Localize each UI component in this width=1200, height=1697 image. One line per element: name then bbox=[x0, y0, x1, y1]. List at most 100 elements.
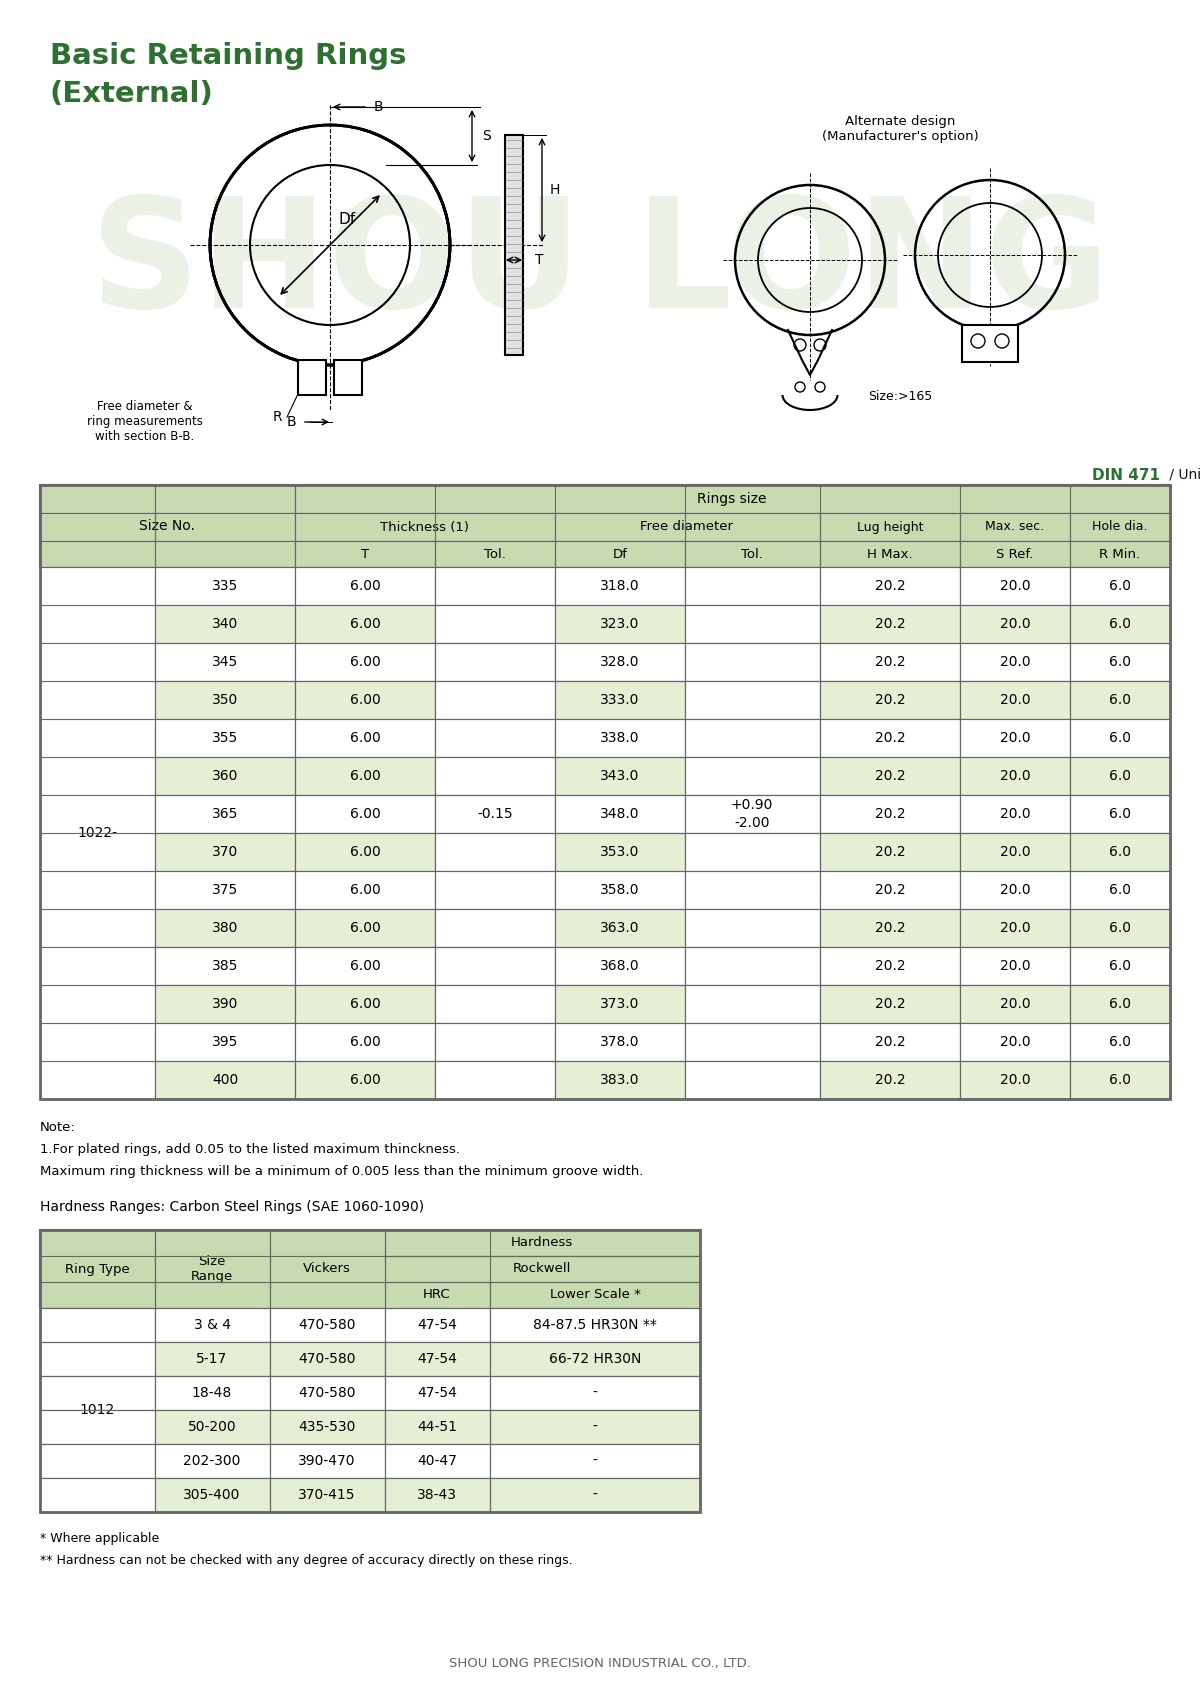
Bar bbox=[40, 485, 1170, 1100]
Bar bbox=[685, 541, 820, 567]
Bar bbox=[385, 1410, 490, 1444]
Text: 358.0: 358.0 bbox=[600, 882, 640, 898]
Bar bbox=[554, 984, 685, 1023]
Text: 470-580: 470-580 bbox=[299, 1353, 355, 1366]
Bar bbox=[385, 1444, 490, 1478]
Bar bbox=[155, 567, 295, 606]
Bar bbox=[960, 1023, 1070, 1061]
Text: 20.2: 20.2 bbox=[875, 808, 905, 821]
Text: 18-48: 18-48 bbox=[192, 1386, 232, 1400]
Bar bbox=[40, 1230, 700, 1512]
Text: 66-72 HR30N: 66-72 HR30N bbox=[548, 1353, 641, 1366]
Bar bbox=[554, 643, 685, 680]
Bar bbox=[820, 680, 960, 720]
Bar bbox=[1070, 947, 1170, 984]
Text: 20.2: 20.2 bbox=[875, 959, 905, 972]
Bar bbox=[155, 910, 295, 947]
Text: 370-415: 370-415 bbox=[299, 1488, 355, 1502]
Text: 20.0: 20.0 bbox=[1000, 998, 1031, 1011]
Bar bbox=[820, 567, 960, 606]
Bar bbox=[40, 1308, 155, 1342]
Bar bbox=[295, 794, 436, 833]
Bar bbox=[385, 1376, 490, 1410]
Bar bbox=[155, 947, 295, 984]
Bar bbox=[155, 606, 295, 643]
Text: 390-470: 390-470 bbox=[299, 1454, 355, 1468]
Bar bbox=[960, 833, 1070, 871]
Bar bbox=[554, 512, 820, 541]
Text: 6.0: 6.0 bbox=[1109, 655, 1132, 669]
Text: DIN 471: DIN 471 bbox=[1092, 468, 1160, 484]
Bar bbox=[155, 757, 295, 794]
Text: Note:: Note: bbox=[40, 1122, 76, 1134]
Bar bbox=[40, 1410, 155, 1444]
Bar bbox=[1070, 541, 1170, 567]
Text: 6.0: 6.0 bbox=[1109, 998, 1132, 1011]
Bar bbox=[40, 512, 295, 541]
Bar bbox=[960, 1061, 1070, 1100]
Bar bbox=[1070, 606, 1170, 643]
Text: 20.2: 20.2 bbox=[875, 692, 905, 708]
Bar bbox=[685, 833, 820, 871]
Bar bbox=[554, 1061, 685, 1100]
Bar bbox=[385, 1342, 490, 1376]
Bar bbox=[820, 833, 960, 871]
Bar bbox=[270, 1478, 385, 1512]
Text: 3 & 4: 3 & 4 bbox=[193, 1319, 230, 1332]
Text: Size No.: Size No. bbox=[139, 519, 194, 533]
Bar bbox=[385, 1230, 700, 1256]
Text: 6.00: 6.00 bbox=[349, 579, 380, 592]
Text: 6.0: 6.0 bbox=[1109, 692, 1132, 708]
Bar bbox=[155, 1023, 295, 1061]
Text: 368.0: 368.0 bbox=[600, 959, 640, 972]
Text: 20.2: 20.2 bbox=[875, 921, 905, 935]
Text: 50-200: 50-200 bbox=[187, 1420, 236, 1434]
Text: 1022-: 1022- bbox=[77, 826, 118, 840]
Bar bbox=[436, 643, 554, 680]
Text: 5-17: 5-17 bbox=[197, 1353, 228, 1366]
Bar bbox=[40, 1342, 155, 1376]
Text: 20.0: 20.0 bbox=[1000, 959, 1031, 972]
Bar bbox=[1070, 1023, 1170, 1061]
Text: 340: 340 bbox=[212, 618, 238, 631]
Text: H: H bbox=[550, 183, 560, 197]
Bar bbox=[295, 512, 554, 541]
Text: 202-300: 202-300 bbox=[184, 1454, 241, 1468]
Text: 6.00: 6.00 bbox=[349, 655, 380, 669]
Text: Hole dia.: Hole dia. bbox=[1092, 521, 1147, 533]
Bar bbox=[436, 1023, 554, 1061]
Text: 363.0: 363.0 bbox=[600, 921, 640, 935]
Bar bbox=[960, 720, 1070, 757]
Bar bbox=[334, 360, 362, 395]
Text: (External): (External) bbox=[50, 80, 214, 109]
Text: 20.2: 20.2 bbox=[875, 882, 905, 898]
Text: 328.0: 328.0 bbox=[600, 655, 640, 669]
Text: 20.2: 20.2 bbox=[875, 845, 905, 859]
Bar bbox=[960, 757, 1070, 794]
Bar bbox=[436, 567, 554, 606]
Bar bbox=[960, 680, 1070, 720]
Bar bbox=[554, 680, 685, 720]
Text: S: S bbox=[482, 129, 491, 143]
Text: 333.0: 333.0 bbox=[600, 692, 640, 708]
Text: 20.0: 20.0 bbox=[1000, 882, 1031, 898]
Text: 20.2: 20.2 bbox=[875, 731, 905, 745]
Text: 20.0: 20.0 bbox=[1000, 618, 1031, 631]
Text: 353.0: 353.0 bbox=[600, 845, 640, 859]
Text: 40-47: 40-47 bbox=[418, 1454, 457, 1468]
Text: T: T bbox=[361, 548, 370, 560]
Bar bbox=[40, 1376, 155, 1410]
Text: 20.0: 20.0 bbox=[1000, 1035, 1031, 1049]
Text: Rockwell: Rockwell bbox=[512, 1263, 571, 1276]
Bar bbox=[554, 910, 685, 947]
Bar bbox=[685, 643, 820, 680]
Text: 383.0: 383.0 bbox=[600, 1073, 640, 1088]
Bar bbox=[490, 1444, 700, 1478]
Text: 390: 390 bbox=[212, 998, 238, 1011]
Text: -: - bbox=[593, 1420, 598, 1434]
Text: 20.2: 20.2 bbox=[875, 998, 905, 1011]
Bar bbox=[295, 541, 436, 567]
Bar bbox=[385, 1308, 490, 1342]
Text: Size
Range: Size Range bbox=[191, 1256, 233, 1283]
Text: * Where applicable: * Where applicable bbox=[40, 1532, 160, 1544]
